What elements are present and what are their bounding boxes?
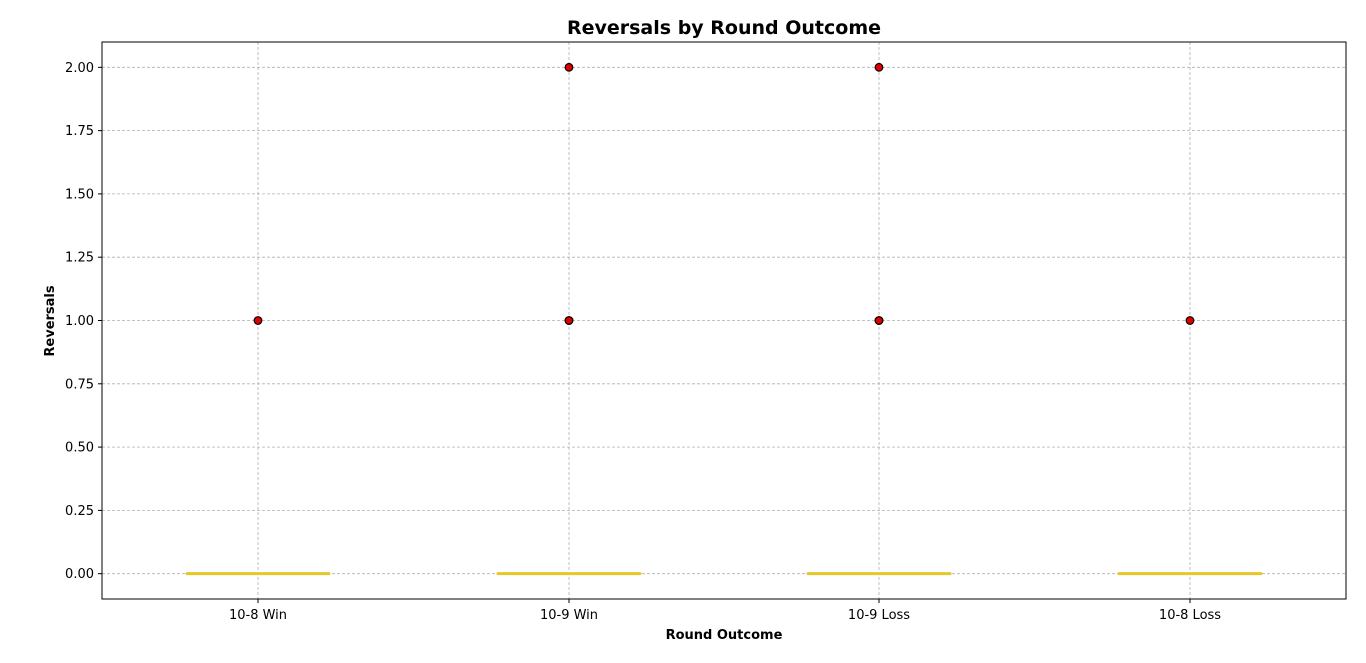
y-tick-label: 0.00 <box>65 567 94 582</box>
x-tick-label: 10-9 Loss <box>848 608 910 623</box>
y-tick-label: 0.75 <box>65 377 94 392</box>
outlier-point <box>1185 316 1195 325</box>
y-tick-label: 2.00 <box>65 61 94 76</box>
y-axis-ticks: 0.00 0.25 0.50 0.75 1.00 1.25 1.50 1.75 2.00 <box>65 61 102 582</box>
outlier-point <box>564 62 574 72</box>
x-axis-ticks: 10-8 Win 10-9 Win 10-9 Loss 10-8 Loss <box>229 599 1221 623</box>
x-tick-label: 10-9 Win <box>540 608 598 623</box>
y-axis-label: Reversals <box>43 285 58 356</box>
outlier-point <box>874 62 884 72</box>
y-tick-label: 0.25 <box>65 504 94 519</box>
grid-layer <box>102 42 1346 599</box>
x-tick-label: 10-8 Loss <box>1159 608 1221 623</box>
outlier-point <box>874 316 884 325</box>
y-tick-label: 1.00 <box>65 314 94 329</box>
y-tick-label: 1.25 <box>65 251 94 266</box>
outlier-point <box>564 316 574 325</box>
outlier-layer <box>253 62 1195 325</box>
chart-title: Reversals by Round Outcome <box>567 17 881 39</box>
y-tick-label: 1.75 <box>65 124 94 139</box>
x-tick-label: 10-8 Win <box>229 608 287 623</box>
x-axis-label: Round Outcome <box>666 628 783 643</box>
y-tick-label: 0.50 <box>65 441 94 456</box>
y-tick-label: 1.50 <box>65 187 94 202</box>
outlier-point <box>253 316 263 325</box>
